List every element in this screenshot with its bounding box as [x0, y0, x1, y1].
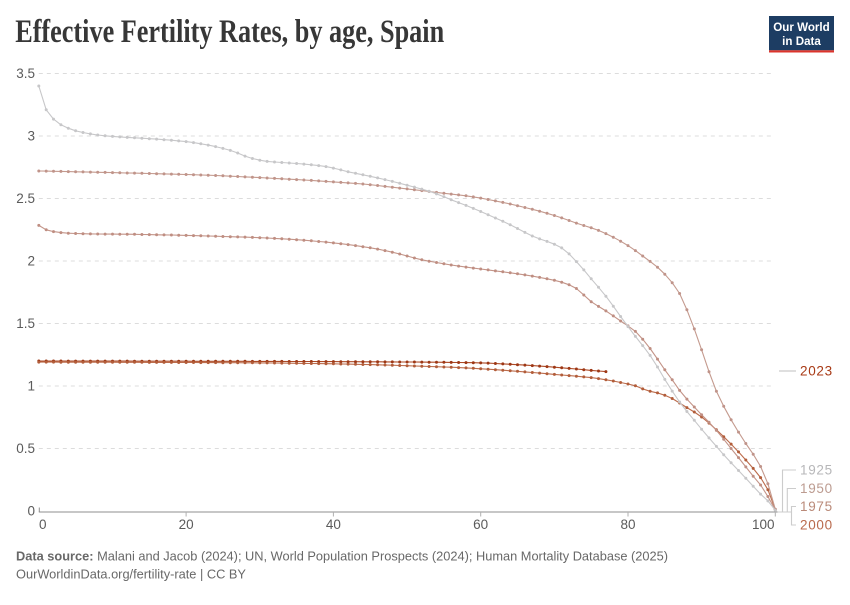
svg-text:1.5: 1.5	[16, 316, 35, 331]
svg-text:2000: 2000	[800, 518, 833, 533]
svg-text:2023: 2023	[800, 364, 833, 379]
svg-text:0: 0	[27, 504, 35, 519]
svg-text:Data source: Malani and Jacob: Data source: Malani and Jacob (2024); UN…	[16, 549, 668, 564]
svg-text:60: 60	[473, 517, 488, 532]
svg-text:Our World: Our World	[773, 21, 829, 34]
svg-text:0: 0	[39, 517, 47, 532]
svg-text:1975: 1975	[800, 499, 833, 514]
svg-text:1925: 1925	[800, 462, 833, 477]
svg-text:Effective Fertility Rates, by: Effective Fertility Rates, by age, Spain	[15, 13, 444, 50]
svg-text:2: 2	[27, 254, 35, 269]
svg-text:2.5: 2.5	[16, 191, 35, 206]
svg-text:0.5: 0.5	[16, 441, 35, 456]
svg-text:40: 40	[326, 517, 341, 532]
svg-text:in Data: in Data	[782, 35, 821, 48]
svg-text:1: 1	[27, 379, 35, 394]
svg-text:80: 80	[620, 517, 635, 532]
svg-text:1950: 1950	[800, 481, 833, 496]
svg-text:3: 3	[27, 129, 35, 144]
svg-text:3.5: 3.5	[16, 66, 35, 81]
svg-text:20: 20	[179, 517, 194, 532]
svg-text:OurWorldinData.org/fertility-r: OurWorldinData.org/fertility-rate | CC B…	[16, 567, 246, 582]
svg-text:100: 100	[752, 517, 775, 532]
